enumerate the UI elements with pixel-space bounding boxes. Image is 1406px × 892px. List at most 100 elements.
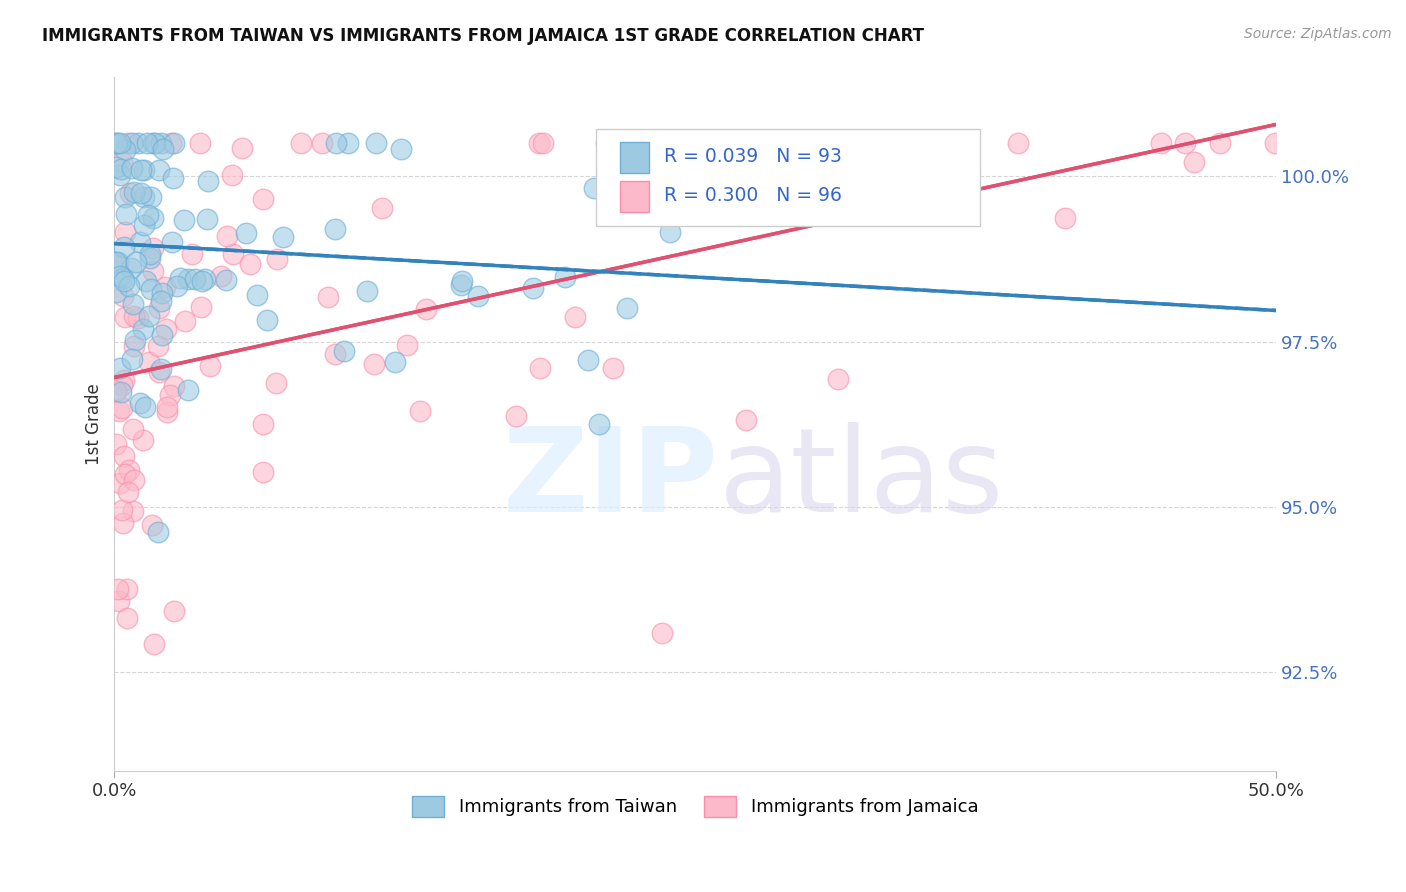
Point	[246, 288, 269, 302]
Point	[554, 269, 576, 284]
Point	[122, 338, 145, 352]
Point	[222, 246, 245, 260]
Point	[129, 186, 152, 201]
Point	[112, 240, 135, 254]
Point	[595, 136, 617, 151]
Point	[142, 136, 165, 151]
Point	[198, 359, 221, 373]
Point	[143, 136, 166, 151]
Point	[108, 594, 131, 608]
Point	[112, 289, 135, 303]
Point	[651, 626, 673, 640]
Point	[118, 279, 141, 293]
Point	[121, 161, 143, 176]
Point	[115, 611, 138, 625]
Point	[111, 155, 134, 169]
Point	[122, 474, 145, 488]
Point	[150, 293, 173, 308]
Point	[197, 211, 219, 226]
Point	[184, 272, 207, 286]
Point	[371, 202, 394, 216]
Point	[932, 136, 955, 151]
Point	[122, 185, 145, 199]
Point	[124, 255, 146, 269]
Point	[252, 417, 274, 431]
Text: ZIP: ZIP	[502, 422, 718, 537]
Point	[415, 302, 437, 317]
Point	[139, 190, 162, 204]
Point	[112, 274, 135, 288]
Point	[576, 353, 599, 368]
Text: IMMIGRANTS FROM TAIWAN VS IMMIGRANTS FROM JAMAICA 1ST GRADE CORRELATION CHART: IMMIGRANTS FROM TAIWAN VS IMMIGRANTS FRO…	[42, 27, 924, 45]
Y-axis label: 1st Grade: 1st Grade	[86, 384, 103, 465]
Point	[827, 372, 849, 386]
Point	[127, 136, 149, 151]
Point	[104, 437, 127, 451]
Point	[333, 344, 356, 359]
Point	[217, 228, 239, 243]
Point	[150, 286, 173, 301]
Point	[136, 136, 159, 151]
Point	[1173, 136, 1195, 151]
Point	[141, 263, 163, 277]
Point	[235, 227, 257, 241]
Point	[162, 171, 184, 186]
Point	[177, 272, 200, 286]
Point	[139, 252, 162, 266]
Point	[190, 274, 212, 288]
Point	[316, 290, 339, 304]
Point	[114, 143, 136, 157]
Bar	[620, 142, 648, 173]
Point	[163, 603, 186, 617]
Point	[121, 351, 143, 366]
Point	[110, 161, 132, 176]
Point	[132, 322, 155, 336]
Point	[108, 168, 131, 182]
Point	[188, 136, 211, 151]
Point	[173, 314, 195, 328]
Point	[142, 211, 165, 225]
FancyBboxPatch shape	[596, 129, 980, 227]
Point	[128, 235, 150, 249]
Point	[323, 347, 346, 361]
Point	[112, 373, 135, 387]
Point	[588, 417, 610, 431]
Point	[138, 355, 160, 369]
Point	[735, 413, 758, 427]
Point	[152, 142, 174, 156]
Point	[136, 208, 159, 222]
Text: R = 0.300   N = 96: R = 0.300 N = 96	[664, 186, 842, 205]
Point	[146, 524, 169, 539]
Point	[146, 338, 169, 352]
Point	[117, 582, 139, 597]
Point	[336, 136, 359, 151]
Point	[749, 136, 772, 151]
Point	[122, 504, 145, 518]
Point	[108, 404, 131, 418]
Point	[467, 289, 489, 303]
Point	[132, 162, 155, 177]
Point	[264, 376, 287, 390]
Point	[114, 310, 136, 324]
Point	[363, 357, 385, 371]
Point	[1150, 136, 1173, 151]
Point	[156, 405, 179, 419]
Point	[163, 136, 186, 151]
Point	[118, 463, 141, 477]
Point	[150, 327, 173, 342]
Point	[149, 361, 172, 376]
Point	[1007, 136, 1029, 151]
Point	[112, 516, 135, 531]
Point	[104, 254, 127, 268]
Point	[110, 384, 132, 399]
Point	[190, 300, 212, 314]
Point	[135, 274, 157, 288]
Point	[134, 219, 156, 233]
Point	[108, 475, 131, 490]
Point	[143, 637, 166, 651]
Point	[231, 141, 253, 155]
Point	[111, 271, 134, 285]
Point	[531, 136, 554, 151]
Point	[602, 361, 624, 376]
Point	[114, 206, 136, 220]
